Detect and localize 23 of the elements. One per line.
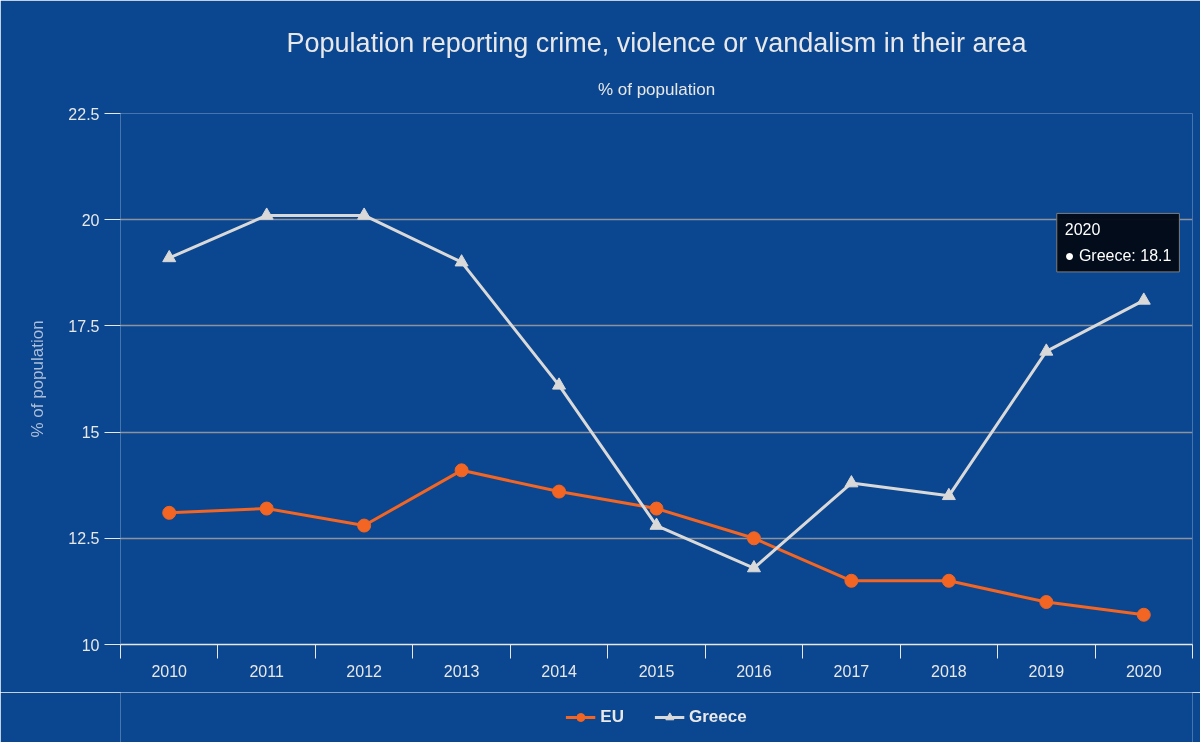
y-tick-label: 20 bbox=[81, 211, 100, 229]
y-tick-label: 12.5 bbox=[68, 530, 100, 548]
annotation: 2020 ● Greece: 18.1 bbox=[1064, 221, 1172, 264]
x-tick-label: 2010 bbox=[151, 662, 188, 680]
x-tick-label: 2020 bbox=[1125, 662, 1162, 680]
y-axis-title: % of population bbox=[28, 320, 48, 438]
y-tick-label: 17.5 bbox=[68, 317, 100, 335]
chart-subtitle: % of population bbox=[597, 79, 716, 99]
y-tick-label: 15 bbox=[81, 424, 100, 442]
x-tick-label: 2012 bbox=[346, 662, 383, 680]
chart-title: Population reporting crime, violence or vandalism in their area bbox=[286, 27, 1028, 58]
legend-label: EU bbox=[600, 707, 624, 727]
y-tick-label: 22.5 bbox=[68, 105, 100, 123]
x-tick-label: 2013 bbox=[443, 662, 480, 680]
y-tick-label: 10 bbox=[81, 636, 100, 654]
x-tick-label: 2011 bbox=[249, 662, 284, 680]
x-tick-label: 2018 bbox=[931, 662, 967, 680]
x-tick-label: 2017 bbox=[833, 662, 870, 680]
x-tick-label: 2016 bbox=[736, 662, 772, 680]
x-tick-label: 2014 bbox=[541, 662, 577, 680]
x-tick-label: 2019 bbox=[1028, 662, 1065, 680]
x-tick-label: 2015 bbox=[638, 662, 675, 680]
legend-label: Greece bbox=[688, 707, 747, 727]
